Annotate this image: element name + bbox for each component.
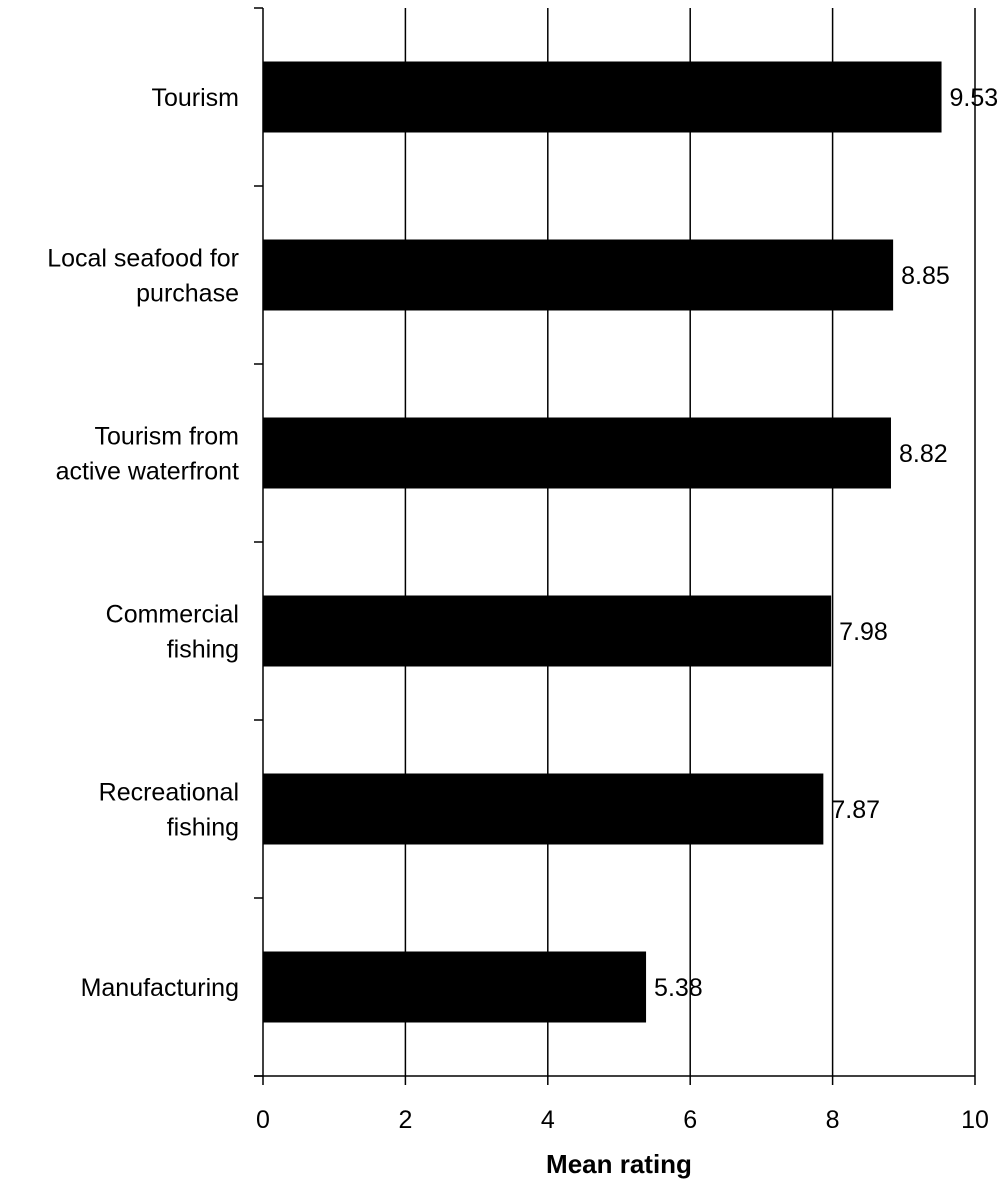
grid-lines	[404, 8, 976, 1076]
category-label: Tourism	[151, 84, 239, 112]
bar	[263, 595, 832, 667]
category-label: fishing	[167, 814, 239, 842]
bar	[263, 417, 891, 489]
x-tick-label: 10	[961, 1106, 989, 1134]
data-label: 9.53	[950, 84, 999, 112]
bar	[263, 239, 894, 311]
data-label: 7.87	[831, 796, 880, 824]
data-label: 7.98	[839, 618, 888, 646]
bars	[263, 61, 942, 1023]
x-tick-label: 6	[683, 1106, 697, 1134]
x-axis-title: Mean rating	[546, 1149, 692, 1179]
bar	[263, 951, 647, 1023]
category-label: Local seafood for	[47, 245, 239, 273]
data-label: 5.38	[654, 974, 703, 1002]
category-label: Manufacturing	[81, 974, 239, 1002]
axes	[254, 7, 976, 1085]
category-label: Tourism from	[95, 423, 239, 451]
category-label: active waterfront	[56, 458, 239, 486]
data-label: 8.85	[901, 262, 950, 290]
x-tick-label: 0	[256, 1106, 270, 1134]
x-tick-label: 2	[398, 1106, 412, 1134]
category-label: fishing	[167, 636, 239, 664]
bar	[263, 773, 824, 845]
data-label: 8.82	[899, 440, 948, 468]
x-tick-label: 4	[541, 1106, 555, 1134]
labels: 0 2 4 6 8 10 9.53 Tourism 8.85 Local seafood for p…	[47, 84, 998, 1134]
category-label: Recreational	[99, 779, 239, 807]
bar	[263, 61, 942, 133]
category-label: purchase	[136, 280, 239, 308]
x-tick-label: 8	[826, 1106, 840, 1134]
category-label: Commercial	[106, 601, 239, 629]
